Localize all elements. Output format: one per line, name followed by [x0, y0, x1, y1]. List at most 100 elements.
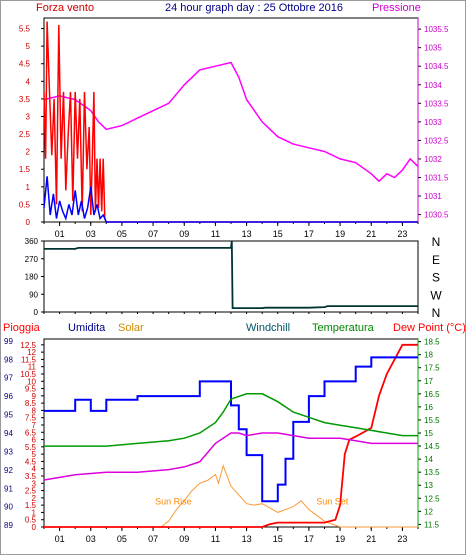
- compass-label: S: [432, 271, 440, 285]
- rain-temp-x-tick-label: 05: [117, 534, 127, 544]
- wind-pressure-x-tick-label: 05: [117, 229, 127, 239]
- rain-axis-tick-label: 8.5: [25, 399, 37, 408]
- wind-direction-axis-tick-label: 180: [25, 273, 39, 282]
- rain-temp-x-tick-label: 07: [148, 534, 158, 544]
- wind-speed-axis-tick-label: 1.5: [19, 165, 31, 174]
- rain-axis-tick-label: 3: [32, 479, 37, 488]
- humidity-tick-label: 93: [4, 447, 13, 456]
- rain-axis-tick-label: 3.5: [25, 472, 37, 481]
- pressure-axis-tick-label: 1034.5: [424, 62, 449, 71]
- wind-pressure-x-tick-label: 01: [55, 229, 65, 239]
- humidity-tick-label: 95: [4, 411, 13, 420]
- label-solar: Solar: [118, 322, 144, 334]
- rain-axis-tick-label: 2: [32, 494, 37, 503]
- temperature-axis-tick-label: 17.5: [424, 364, 440, 373]
- wind-speed-series-line: [43, 176, 418, 223]
- humidity-tick-label: 92: [4, 466, 13, 475]
- rain-axis-tick-label: 1: [32, 508, 37, 517]
- rain-axis-tick-label: 8: [32, 406, 37, 415]
- rain-temp-x-tick-label: 15: [273, 534, 283, 544]
- temperature-axis-tick-label: 12: [424, 507, 433, 516]
- wind-speed-axis-tick-label: 5: [26, 42, 31, 51]
- rain-axis-tick-label: 7: [32, 421, 37, 430]
- rain-temp-x-tick-label: 11: [211, 534, 220, 544]
- humidity-tick-label: 96: [4, 392, 13, 401]
- wind-speed-axis-tick-label: 5.5: [19, 25, 31, 34]
- label-temperatura: Temperatura: [312, 322, 375, 334]
- wind-pressure-x-tick-label: 21: [366, 229, 376, 239]
- wind-direction-axis-tick-label: 360: [25, 237, 39, 246]
- temperature-axis-tick-label: 13.5: [424, 468, 440, 477]
- rain-axis-tick-label: 0.5: [25, 516, 37, 525]
- wind-pressure-x-tick-label: 07: [148, 229, 158, 239]
- wind-pressure-x-tick-label: 11: [211, 229, 220, 239]
- humidity-tick-label: 94: [4, 429, 13, 438]
- label-windchill: Windchill: [246, 322, 290, 334]
- pressure-axis-tick-label: 1035: [424, 44, 442, 53]
- rain-axis-tick-label: 0: [32, 523, 37, 532]
- rain-temp-x-tick-label: 01: [55, 534, 65, 544]
- compass-label: N: [432, 306, 441, 320]
- pressure-axis-tick-label: 1032: [424, 155, 442, 164]
- temperature-axis-tick-label: 14.5: [424, 442, 440, 451]
- rain-axis-tick-label: 4: [32, 465, 37, 474]
- wind-direction-plot-area: [43, 240, 419, 313]
- wind-speed-axis-tick-label: 0: [26, 218, 31, 227]
- wind-pressure-x-tick-label: 13: [242, 229, 252, 239]
- rain-axis-tick-label: 10.5: [20, 370, 36, 379]
- temperature-axis-tick-label: 15.5: [424, 416, 440, 425]
- compass-label: E: [432, 253, 440, 267]
- rain-axis-tick-label: 10: [27, 377, 36, 386]
- pressure-axis-tick-label: 1033.5: [424, 99, 449, 108]
- temperature-series-line: [44, 393, 418, 447]
- rain-axis-tick-label: 5.5: [25, 443, 37, 452]
- wind-speed-axis-tick-label: 0.5: [19, 200, 31, 209]
- wind-speed-axis-tick-label: 1: [26, 183, 31, 192]
- wind-speed-axis-tick-label: 3.5: [19, 95, 31, 104]
- rain-axis-tick-label: 7.5: [25, 414, 37, 423]
- compass-label: N: [432, 235, 441, 249]
- rain-axis-tick-label: 4.5: [25, 457, 37, 466]
- gust-series-line: [43, 21, 418, 223]
- wind-direction-axis-tick-label: 0: [34, 308, 39, 317]
- pressure-series-line: [43, 61, 419, 183]
- rain-axis-tick-label: 2.5: [25, 487, 37, 496]
- humidity-tick-label: 91: [4, 484, 13, 493]
- wind-speed-label: Forza vento: [36, 2, 94, 14]
- rain-axis-tick-label: 12.5: [20, 341, 36, 350]
- rain-temp-x-tick-label: 09: [179, 534, 189, 544]
- pressure-axis-tick-label: 1031: [424, 192, 442, 201]
- wind-pressure-x-tick-label: 23: [397, 229, 407, 239]
- wind-pressure-x-tick-label: 17: [304, 229, 314, 239]
- pressure-label: Pressione: [372, 2, 421, 14]
- chart-title: 24 hour graph day : 25 Ottobre 2016: [165, 2, 343, 14]
- rain-series-line: [44, 343, 418, 528]
- wind-pressure-x-tick-label: 15: [273, 229, 283, 239]
- temperature-axis-tick-label: 18: [424, 351, 433, 360]
- rain-temp-x-tick-label: 13: [242, 534, 252, 544]
- humidity-tick-label: 89: [4, 521, 13, 530]
- rain-axis-tick-label: 11.5: [21, 355, 37, 364]
- temperature-axis-tick-label: 17: [424, 377, 433, 386]
- humidity-tick-label: 99: [4, 337, 13, 346]
- rain-axis-tick-label: 6.5: [25, 428, 37, 437]
- humidity-series-line: [44, 356, 418, 503]
- rain-axis-tick-label: 11: [28, 363, 37, 372]
- wind-speed-axis-tick-label: 4.5: [19, 60, 31, 69]
- rain-axis-tick-label: 12: [27, 348, 36, 357]
- rain-axis-tick-label: 9.5: [25, 385, 37, 394]
- pressure-axis-tick-label: 1034: [424, 81, 442, 90]
- temperature-axis-tick-label: 11.5: [424, 520, 440, 529]
- rain-temp-x-tick-label: 23: [397, 534, 407, 544]
- pressure-axis-tick-label: 1030.5: [424, 211, 449, 220]
- humidity-tick-label: 90: [4, 503, 13, 512]
- rain-axis-tick-label: 9: [32, 392, 37, 401]
- temperature-axis-tick-label: 16.5: [424, 390, 440, 399]
- wind-direction-series-line: [44, 240, 418, 310]
- rain-axis-tick-label: 1.5: [25, 501, 37, 510]
- temperature-axis-tick-label: 18.5: [424, 338, 440, 347]
- solar-series-line: [44, 464, 418, 528]
- temperature-axis-tick-label: 13: [424, 481, 433, 490]
- temperature-axis-tick-label: 14: [424, 455, 433, 464]
